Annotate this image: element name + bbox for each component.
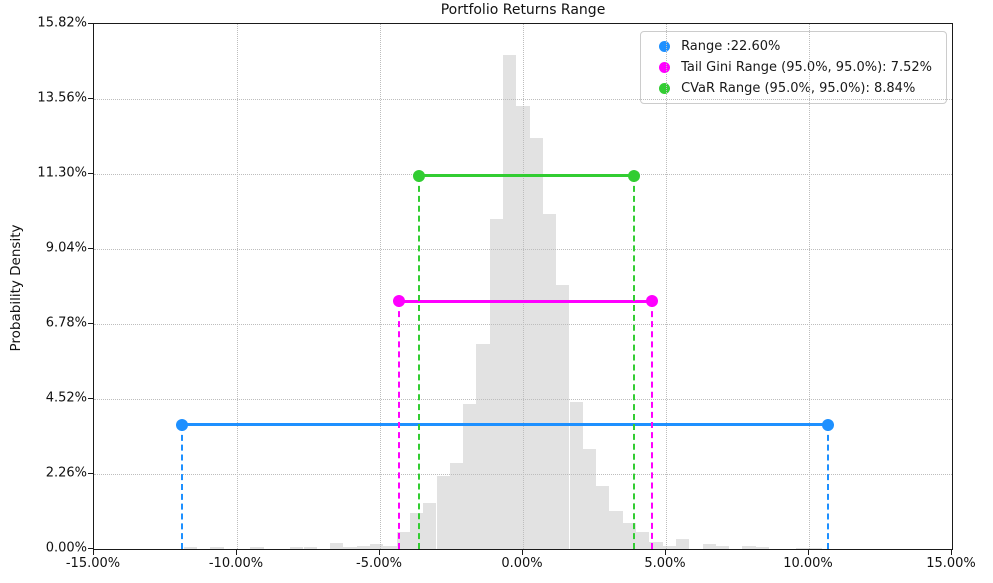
legend: Range :22.60% Tail Gini Range (95.0%, 95.… <box>640 31 947 104</box>
y-axis-label: Probability Density <box>8 224 24 352</box>
histogram-bar <box>290 546 304 549</box>
x-tick-mark <box>521 550 523 555</box>
tail-gini-range-drop-line <box>651 301 653 549</box>
histogram-bar <box>809 547 823 549</box>
histogram-bar <box>662 546 676 549</box>
histogram-bar <box>463 404 477 549</box>
histogram-bar <box>356 546 371 549</box>
x-tick-mark <box>92 550 94 555</box>
chart-title: Portfolio Returns Range <box>440 2 606 18</box>
legend-item: Range :22.60% <box>650 39 936 54</box>
x-tick-mark <box>664 550 666 555</box>
histogram-bar <box>410 512 424 549</box>
y-tick-mark <box>88 22 93 24</box>
x-gridline <box>237 24 238 549</box>
histogram-bar <box>183 547 198 549</box>
histogram-bar <box>489 218 504 549</box>
range-endpoint-dot <box>822 418 835 431</box>
x-tick-label: 0.00% <box>501 556 543 571</box>
histogram-bar <box>569 402 583 549</box>
legend-marker-dot-icon <box>659 83 671 94</box>
x-tick-mark <box>807 550 809 555</box>
y-tick-label: 13.56% <box>37 90 87 106</box>
histogram-bar <box>596 486 610 549</box>
y-tick-label: 11.30% <box>37 165 87 181</box>
y-tick-label: 4.52% <box>45 390 87 406</box>
histogram-bar <box>303 546 317 549</box>
plot-area: Range :22.60% Tail Gini Range (95.0%, 95.… <box>93 23 953 550</box>
histogram-bar <box>476 344 490 549</box>
x-tick-label: 15.00% <box>926 556 976 571</box>
histogram-bar <box>543 213 557 549</box>
tail-gini-range-drop-line <box>398 301 401 549</box>
y-tick-mark <box>88 247 93 249</box>
tail-gini-range-line <box>399 299 652 303</box>
x-tick-mark <box>378 550 380 555</box>
histogram-bar <box>370 544 384 549</box>
legend-marker-dot-icon <box>659 62 671 73</box>
histogram-bar <box>649 542 663 549</box>
y-tick-mark <box>88 397 93 399</box>
x-tick-label: -10.00% <box>208 556 264 571</box>
x-gridline <box>666 24 667 549</box>
x-tick-label: 10.00% <box>783 556 833 571</box>
x-tick-label: 5.00% <box>644 556 686 571</box>
legend-item: CVaR Range (95.0%, 95.0%): 8.84% <box>650 81 936 96</box>
y-tick-mark <box>88 97 93 99</box>
range-line <box>181 423 829 427</box>
histogram-bar <box>210 547 224 549</box>
histogram-bar <box>423 502 437 549</box>
legend-label: CVaR Range (95.0%, 95.0%): 8.84% <box>681 81 916 96</box>
histogram-bar <box>636 532 650 549</box>
y-tick-mark <box>88 322 93 324</box>
cvar-range-drop-line <box>418 175 421 549</box>
histogram-bar <box>742 546 756 549</box>
histogram-bar <box>715 545 730 549</box>
legend-marker-dot-icon <box>659 41 671 52</box>
tail-gini-range-endpoint-dot <box>393 295 406 308</box>
histogram-bar <box>755 547 770 549</box>
legend-label: Tail Gini Range (95.0%, 95.0%): 7.52% <box>681 60 932 75</box>
y-tick-label: 2.26% <box>45 465 87 481</box>
histogram-bar <box>529 138 543 549</box>
histogram-bar <box>343 546 357 549</box>
x-tick-mark <box>235 550 237 555</box>
x-tick-label: -5.00% <box>356 556 402 571</box>
y-tick-label: 0.00% <box>45 540 87 556</box>
histogram-bar <box>383 545 397 549</box>
x-gridline <box>523 24 524 549</box>
legend-item: Tail Gini Range (95.0%, 95.0%): 7.52% <box>650 60 936 75</box>
y-tick-mark <box>88 472 93 474</box>
tail-gini-range-endpoint-dot <box>646 295 658 308</box>
legend-label: Range :22.60% <box>681 39 781 54</box>
cvar-range-drop-line <box>633 175 636 549</box>
range-endpoint-dot <box>175 418 188 431</box>
histogram-bar <box>609 510 623 549</box>
histogram-bar <box>702 544 716 549</box>
y-tick-label: 9.04% <box>45 240 87 256</box>
histogram-bar <box>795 547 809 549</box>
histogram-bar <box>622 522 637 549</box>
range-drop-line <box>827 424 830 549</box>
histogram-bar <box>449 462 464 549</box>
x-tick-label: -15.00% <box>65 556 121 571</box>
y-tick-label: 15.82% <box>37 15 87 31</box>
histogram-bar <box>676 539 690 549</box>
cvar-range-line <box>419 174 635 178</box>
histogram-bar <box>556 285 570 549</box>
cvar-range-endpoint-dot <box>628 169 641 182</box>
x-gridline <box>809 24 810 549</box>
x-gridline <box>380 24 381 549</box>
y-tick-mark <box>88 172 93 174</box>
range-drop-line <box>180 424 183 549</box>
x-tick-mark <box>950 550 952 555</box>
histogram-bar <box>582 449 597 549</box>
cvar-range-endpoint-dot <box>413 169 426 182</box>
histogram-bar <box>330 543 344 549</box>
histogram-bar <box>436 476 450 549</box>
y-tick-mark <box>88 547 93 549</box>
y-tick-label: 6.78% <box>45 315 87 331</box>
histogram-bar <box>250 547 264 549</box>
